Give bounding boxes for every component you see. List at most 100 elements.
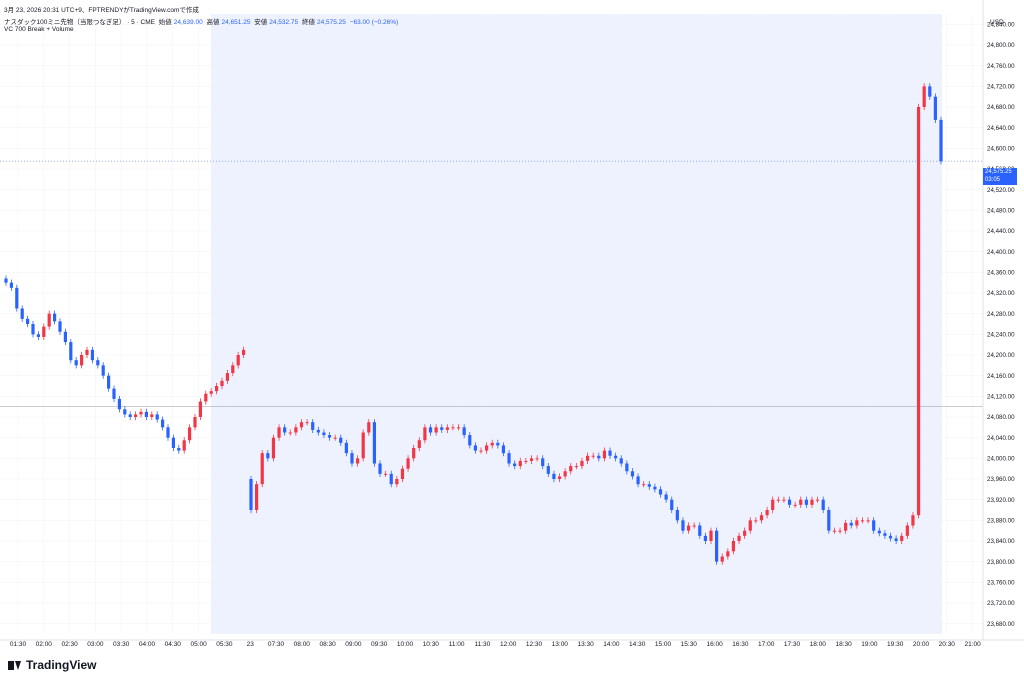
candle-body — [378, 463, 382, 474]
candle-body — [804, 499, 808, 505]
price-tick-label: 24,320.00 — [987, 290, 1015, 297]
candle-body — [117, 398, 121, 410]
price-tick-label: 24,280.00 — [987, 311, 1015, 318]
time-tick-label: 20:00 — [913, 641, 930, 648]
time-tick-label: 17:30 — [784, 641, 801, 648]
candle-body — [860, 520, 865, 522]
candle-body — [888, 535, 893, 539]
candle-body — [451, 427, 455, 429]
candle-body — [288, 432, 292, 434]
tradingview-logo-icon — [8, 660, 22, 670]
currency-label: USD — [990, 19, 1004, 26]
candle-body — [754, 520, 758, 522]
time-tick-label: 09:00 — [345, 641, 362, 648]
time-tick-label: 23 — [247, 641, 255, 648]
candle-body — [417, 440, 421, 448]
candle-body — [412, 448, 416, 459]
candle-body — [47, 313, 51, 327]
candle-body — [535, 458, 539, 460]
candle-body — [4, 278, 8, 283]
candle-body — [541, 458, 545, 467]
candle-body — [283, 427, 287, 433]
price-tick-label: 24,840.00 — [987, 22, 1015, 29]
candle-body — [311, 422, 315, 430]
time-tick-label: 15:00 — [655, 641, 672, 648]
candle-body — [225, 373, 229, 381]
symbol-name[interactable]: ナスダック100ミニ先物（当限つなぎ足） · 5 · CME — [4, 19, 155, 26]
time-tick-label: 21:00 — [964, 641, 981, 648]
tradingview-logo[interactable]: TradingView — [8, 658, 96, 672]
candle-body — [389, 473, 393, 485]
candle-body — [236, 355, 240, 366]
candle-body — [31, 324, 35, 335]
candle-body — [625, 463, 629, 472]
candle-body — [636, 476, 640, 485]
open-label: 始値 — [158, 19, 172, 26]
candle-body — [473, 445, 477, 451]
candle-body — [844, 522, 848, 531]
price-tick-label: 24,120.00 — [987, 394, 1015, 401]
candle-body — [462, 427, 466, 436]
candle-body — [939, 119, 943, 162]
time-tick-label: 11:30 — [475, 641, 491, 648]
low-label: 安値 — [254, 19, 268, 26]
candle-body — [546, 466, 550, 474]
open-value: 24,639.00 — [173, 19, 203, 26]
candle-body — [872, 520, 876, 531]
time-axis[interactable]: 01:30 02:00 02:30 03:00 03:30 04:00 04:30 05:00… — [10, 641, 981, 648]
candle-body — [327, 435, 332, 438]
candle-body — [894, 538, 898, 541]
time-tick-label: 08:30 — [319, 641, 336, 648]
candle-body — [161, 419, 165, 428]
candle-body — [468, 435, 472, 446]
time-tick-label: 17:00 — [758, 641, 775, 648]
candle-body — [9, 282, 13, 288]
candle-body — [670, 499, 674, 510]
candle-body — [198, 401, 202, 417]
candle-body — [675, 510, 679, 521]
candle-body — [776, 499, 780, 501]
price-tick-label: 24,160.00 — [987, 373, 1015, 380]
candle-body — [866, 520, 870, 522]
candle-body — [832, 530, 837, 532]
candle-body — [838, 530, 842, 532]
close-label: 終値 — [301, 19, 315, 26]
candle-body — [597, 455, 601, 459]
candle-body — [333, 437, 337, 439]
candle-body — [709, 530, 713, 541]
candle-body — [782, 499, 786, 501]
candle-body — [743, 530, 747, 536]
time-tick-label: 14:00 — [603, 641, 620, 648]
time-tick-label: 16:30 — [732, 641, 749, 648]
time-tick-label: 16:00 — [706, 641, 723, 648]
candle-body — [155, 414, 159, 420]
candle-body — [821, 499, 825, 510]
candle-body — [42, 326, 46, 337]
candle-body — [150, 414, 154, 417]
time-tick-label: 18:30 — [835, 641, 852, 648]
candle-body — [26, 318, 30, 324]
candle-body — [928, 86, 932, 97]
candle-body — [400, 468, 405, 479]
candle-body — [737, 535, 741, 541]
time-tick-label: 08:00 — [294, 641, 311, 648]
candle-body — [144, 411, 148, 417]
price-tick-label: 23,680.00 — [987, 621, 1015, 628]
candle-body — [748, 520, 752, 531]
price-tick-label: 24,680.00 — [987, 104, 1015, 111]
candle-body — [249, 479, 253, 510]
candle-body — [916, 107, 921, 516]
candle-body — [849, 522, 853, 526]
candle-body — [128, 414, 132, 417]
candle-body — [602, 450, 607, 459]
candle-body — [771, 499, 775, 510]
candle-body — [367, 422, 371, 433]
high-value: 24,651.25 — [221, 19, 251, 26]
candle-body — [85, 349, 89, 355]
price-axis[interactable]: 24,840.00 24,800.00 24,760.00 24,720.00 24,6… — [987, 22, 1015, 628]
candle-body — [36, 334, 40, 337]
indicator-label[interactable]: VC 700 Break + Volume — [4, 26, 74, 33]
price-tick-label: 23,720.00 — [987, 600, 1015, 607]
price-tick-label: 24,080.00 — [987, 414, 1015, 421]
